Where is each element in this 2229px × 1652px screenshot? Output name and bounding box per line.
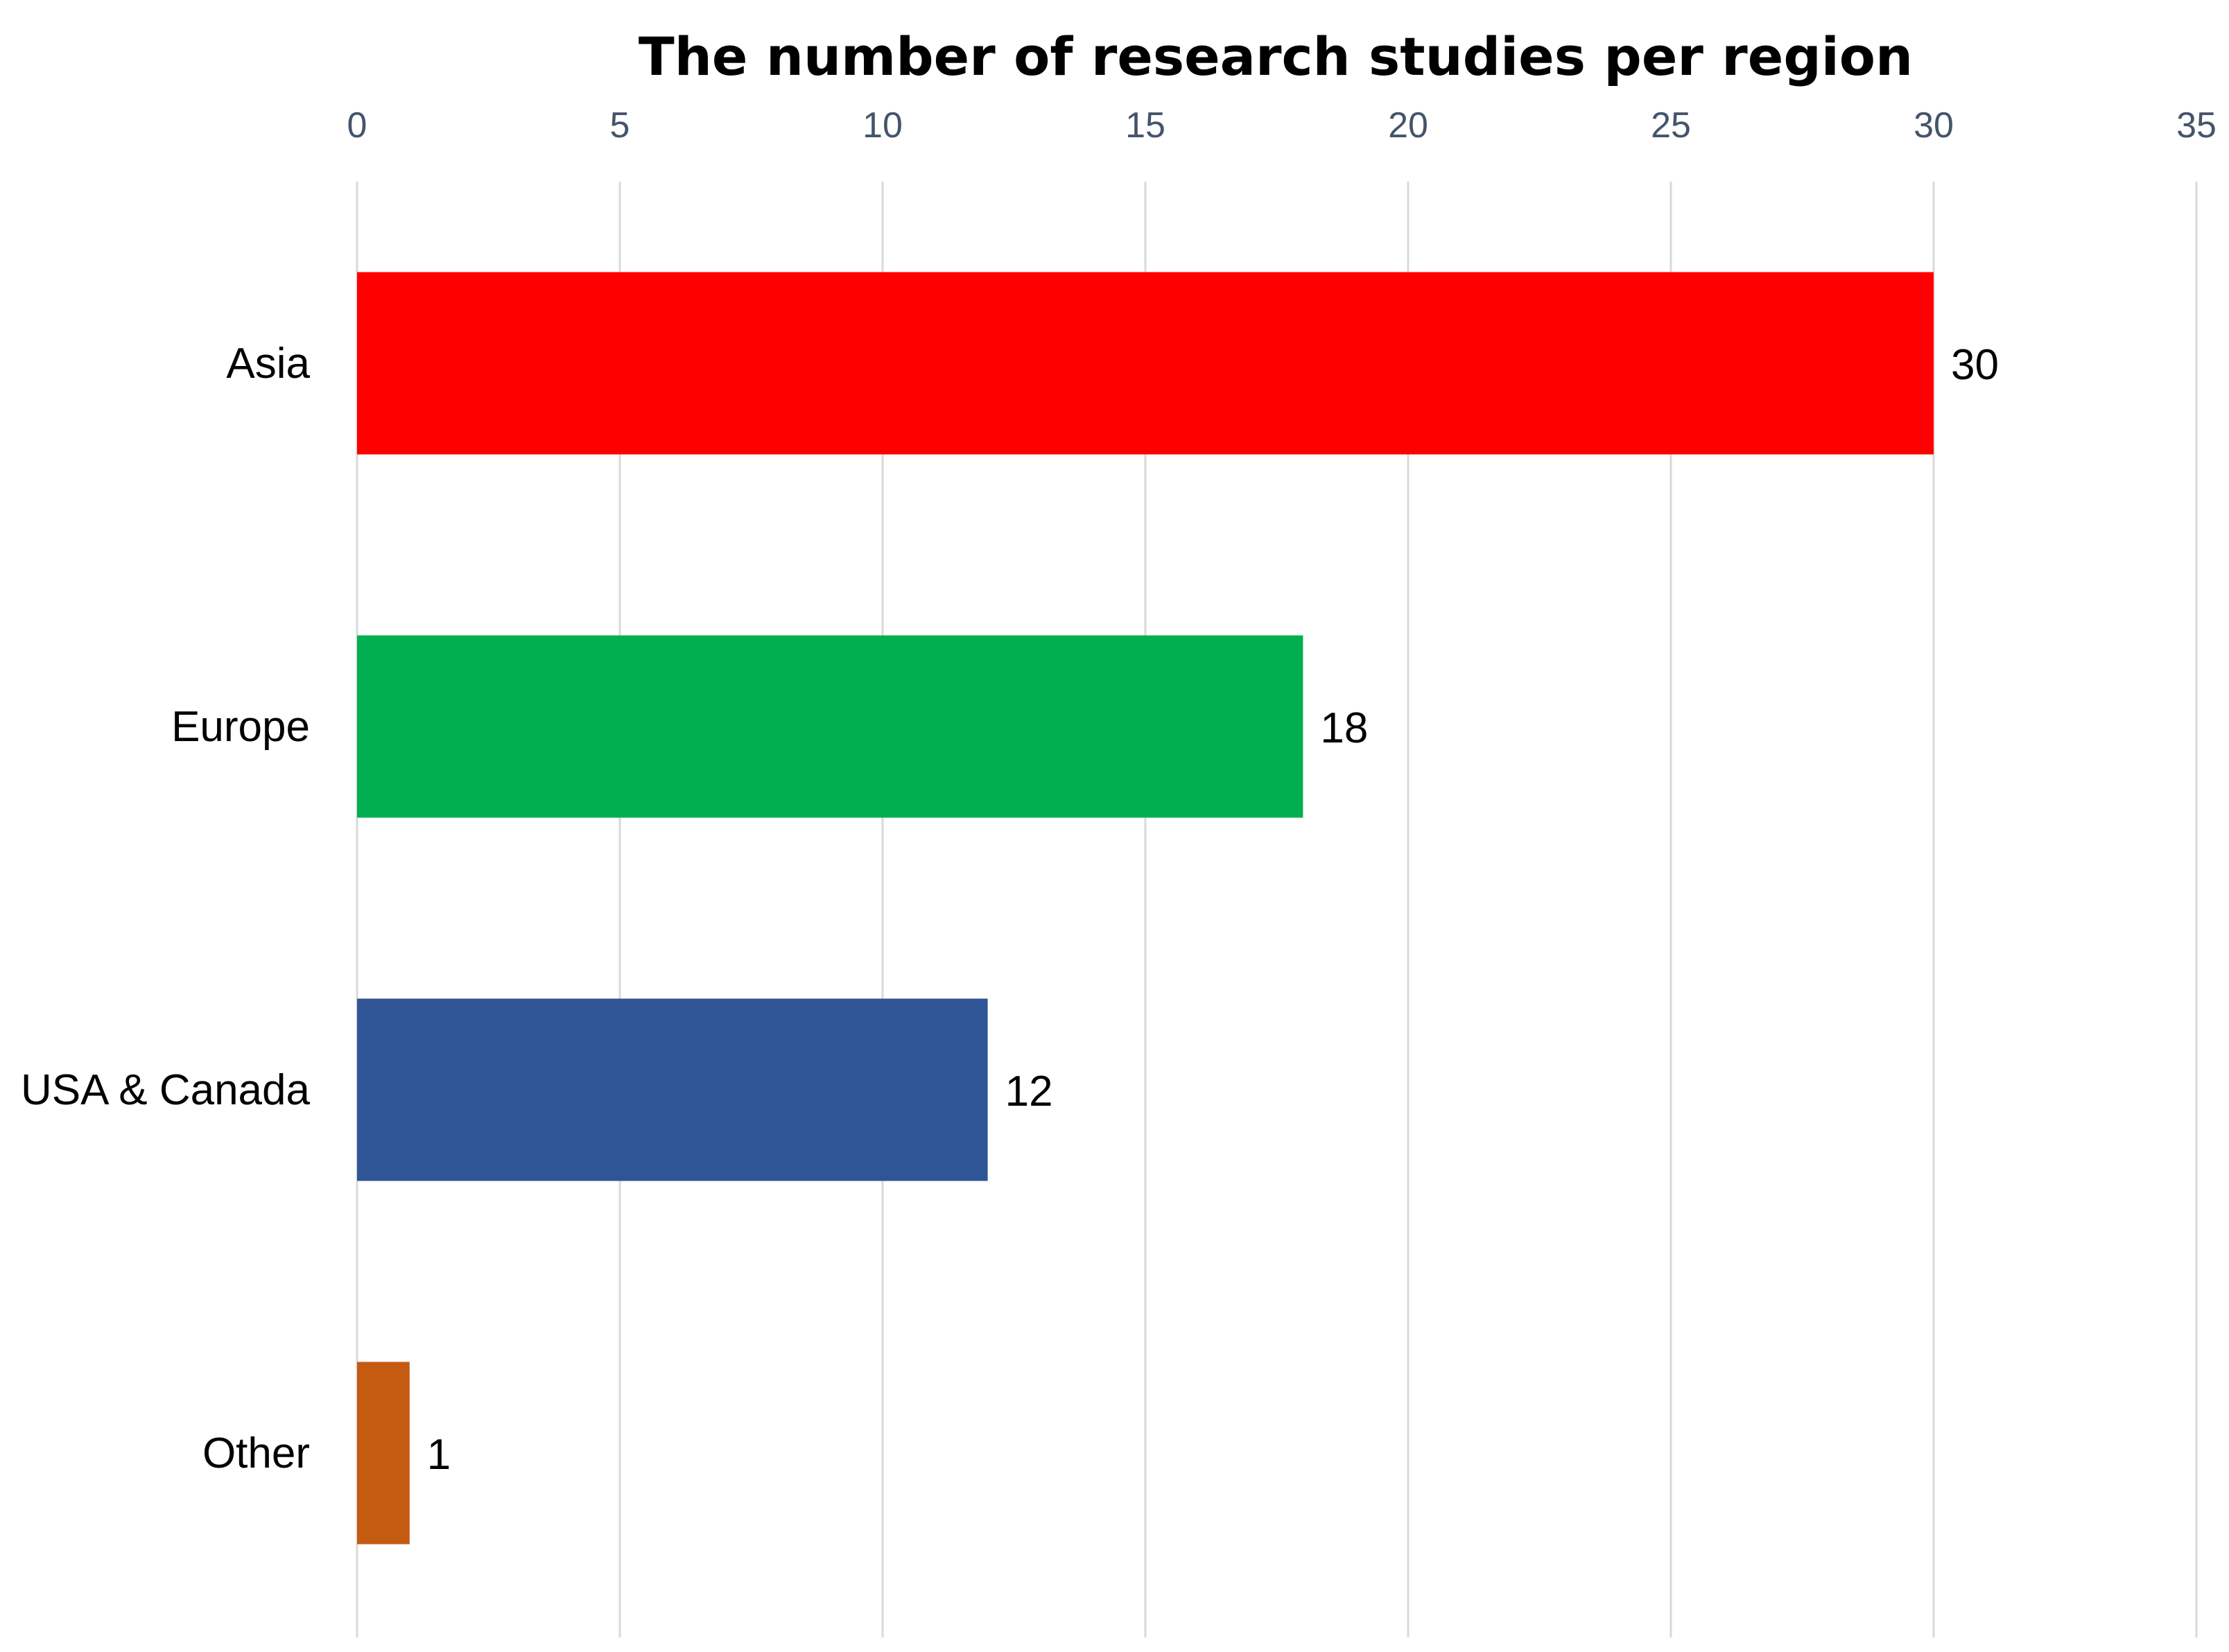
bars xyxy=(357,272,1934,1545)
data-label-other: 1 xyxy=(427,1431,451,1479)
data-labels: 30 18 12 1 xyxy=(427,341,1999,1479)
x-tick-label-15: 15 xyxy=(1125,105,1165,146)
x-tick-label-20: 20 xyxy=(1388,105,1428,146)
category-label-asia: Asia xyxy=(226,340,310,388)
category-labels: Asia Europe USA & Canada Other xyxy=(21,340,311,1477)
bar-europe xyxy=(357,635,1303,818)
bar-usa-canada xyxy=(357,998,988,1181)
bar-asia xyxy=(357,272,1934,455)
x-tick-label-30: 30 xyxy=(1914,105,1954,146)
x-tick-label-0: 0 xyxy=(347,105,367,146)
chart-title: The number of research studies per regio… xyxy=(639,26,1913,87)
category-label-other: Other xyxy=(202,1429,310,1477)
data-label-usa-canada: 12 xyxy=(1005,1068,1053,1115)
x-axis-ticks: 0 5 10 15 20 25 30 35 xyxy=(347,105,2217,146)
data-label-asia: 30 xyxy=(1951,341,1999,389)
category-label-europe: Europe xyxy=(171,703,310,751)
x-tick-label-5: 5 xyxy=(610,105,630,146)
x-tick-label-35: 35 xyxy=(2176,105,2217,146)
x-tick-label-10: 10 xyxy=(862,105,903,146)
x-tick-label-25: 25 xyxy=(1651,105,1691,146)
data-label-europe: 18 xyxy=(1320,704,1368,752)
category-label-usa-canada: USA & Canada xyxy=(21,1066,311,1114)
bar-other xyxy=(357,1362,410,1545)
